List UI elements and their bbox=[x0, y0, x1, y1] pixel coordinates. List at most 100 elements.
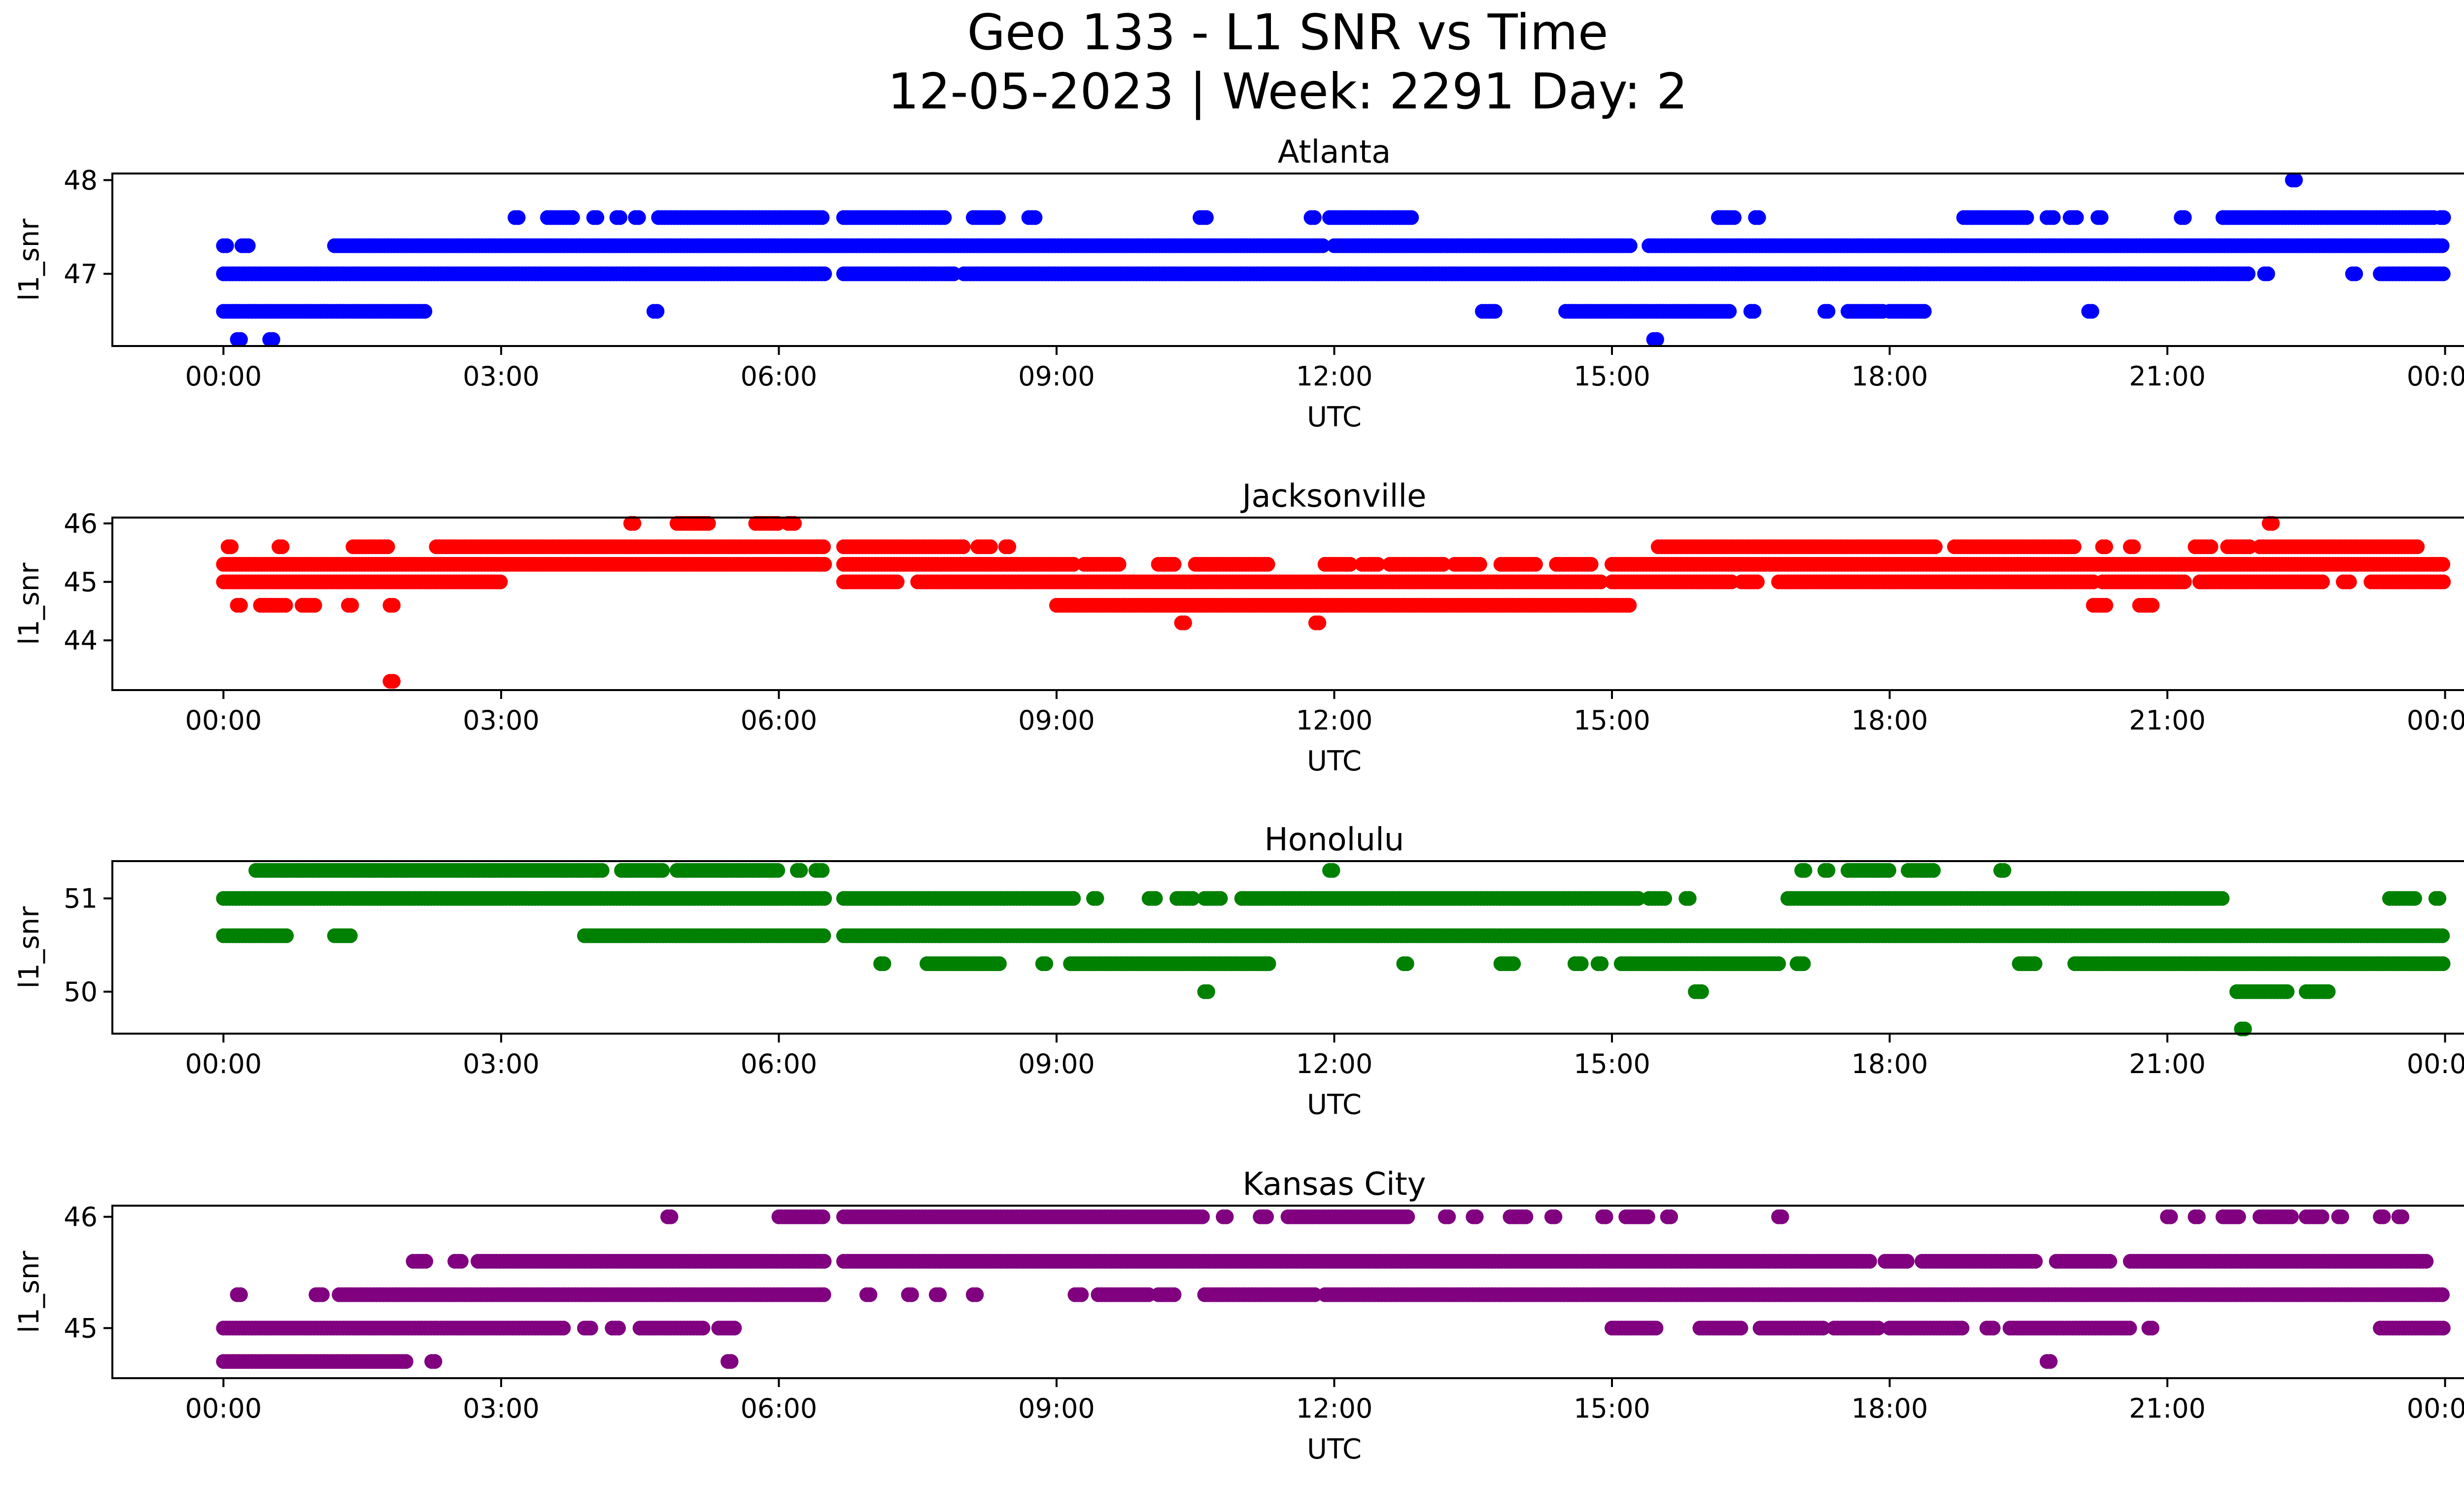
honolulu-point-2-4-2 bbox=[815, 863, 830, 878]
atlanta-point-2-14-20 bbox=[2019, 210, 2034, 225]
jacksonville-xtick-label-5: 15:00 bbox=[1574, 705, 1650, 736]
atlanta-xtick-label-7: 21:00 bbox=[2129, 361, 2206, 392]
jacksonville-point-2-9-1 bbox=[2098, 539, 2113, 555]
jacksonville-xtick-label-7: 21:00 bbox=[2129, 705, 2206, 736]
jacksonville-xtick-label-3: 09:00 bbox=[1018, 705, 1095, 736]
atlanta-point-4-1-1 bbox=[265, 332, 280, 347]
jacksonville-point-1-1-17 bbox=[890, 574, 905, 590]
atlanta-point-1-2-408 bbox=[2240, 266, 2256, 281]
jacksonville-point-0-5-8 bbox=[1342, 556, 1358, 572]
honolulu-point-1-2-76 bbox=[816, 928, 831, 943]
atlanta-point-2-12-5 bbox=[1727, 210, 1742, 225]
atlanta-point-0-3-94 bbox=[1622, 238, 1638, 253]
honolulu-point-0-5-5 bbox=[1213, 891, 1228, 906]
jacksonville-xtick-label-4: 12:00 bbox=[1296, 705, 1373, 736]
jacksonville-point-3-2-4 bbox=[307, 598, 322, 613]
jacksonville-point-0-11-264 bbox=[2435, 556, 2451, 572]
atlanta-xtick-label-5: 15:00 bbox=[1574, 361, 1650, 392]
honolulu-point-2-0-110 bbox=[594, 863, 610, 878]
jacksonville-point-0-6-5 bbox=[1370, 556, 1385, 572]
jacksonville-point-0-3-5 bbox=[1166, 556, 1182, 572]
atlanta-point-3-4-1 bbox=[1746, 304, 1762, 319]
honolulu-point-2-5-1 bbox=[1325, 863, 1340, 878]
atlanta-point-1-0-191 bbox=[817, 266, 832, 281]
honolulu-point-0-0-191 bbox=[817, 891, 832, 906]
jacksonville-point-2-1-1 bbox=[274, 539, 290, 555]
atlanta-title: Atlanta bbox=[1278, 134, 1391, 171]
atlanta-point-2-17-1 bbox=[2093, 210, 2109, 225]
jacksonville-ylabel: l1_snr bbox=[13, 562, 45, 645]
atlanta-point-3-0-64 bbox=[417, 304, 433, 319]
atlanta-point-2-13-1 bbox=[1751, 210, 1766, 225]
figure-title-line1: Geo 133 - L1 SNR vs Time bbox=[967, 3, 1608, 61]
honolulu-point-2-7-1 bbox=[1820, 863, 1836, 878]
jacksonville-point-2-4-38 bbox=[956, 539, 971, 555]
jacksonville-point-4-1-1 bbox=[1311, 615, 1327, 630]
atlanta-xtick-label-0: 00:00 bbox=[185, 361, 262, 392]
atlanta-point-1-3-1 bbox=[2260, 266, 2275, 281]
atlanta-point-2-16-2 bbox=[2069, 210, 2084, 225]
jacksonville-ytick-label-2: 46 bbox=[64, 508, 98, 539]
atlanta-point-4-0-1 bbox=[233, 332, 248, 347]
honolulu-point-0-1-73 bbox=[1066, 891, 1081, 906]
jacksonville-xlabel: UTC bbox=[1307, 745, 1362, 777]
atlanta-point-2-7-8 bbox=[991, 210, 1006, 225]
jacksonville-ytick-label-1: 45 bbox=[64, 567, 98, 598]
jacksonville-point-1-0-88 bbox=[493, 574, 508, 590]
atlanta-point-1-5-20 bbox=[2435, 266, 2451, 281]
honolulu-point-2-3-1 bbox=[793, 863, 808, 878]
atlanta-point-3-5-1 bbox=[1820, 304, 1836, 319]
jacksonville-xtick-label-0: 00:00 bbox=[185, 705, 262, 736]
jacksonville-point-0-7-17 bbox=[1436, 556, 1451, 572]
honolulu-point-0-9-138 bbox=[2215, 891, 2230, 906]
atlanta-xtick-label-8: 00:00 bbox=[2407, 361, 2464, 392]
jacksonville-point-3-6-4 bbox=[2098, 598, 2114, 613]
atlanta-point-0-0-1 bbox=[219, 238, 234, 253]
atlanta-xtick-label-3: 09:00 bbox=[1018, 361, 1095, 392]
atlanta-xtick-label-6: 18:00 bbox=[1851, 361, 1928, 392]
atlanta-xtick-label-1: 03:00 bbox=[463, 361, 540, 392]
jacksonville-xtick-label-8: 00:00 bbox=[2407, 705, 2464, 736]
jacksonville-point-3-7-4 bbox=[2145, 598, 2160, 613]
jacksonville-point-0-4-23 bbox=[1260, 556, 1275, 572]
honolulu-point-2-2-32 bbox=[770, 863, 786, 878]
jacksonville-point-1-8-2 bbox=[2342, 574, 2357, 590]
atlanta-point-2-4-1 bbox=[631, 210, 646, 225]
honolulu-point-1-1-5 bbox=[342, 928, 358, 943]
jacksonville-point-0-1-73 bbox=[1066, 556, 1081, 572]
jacksonville-point-3-1-8 bbox=[278, 598, 293, 613]
atlanta-point-3-8-1 bbox=[2084, 304, 2099, 319]
atlanta-ylabel: l1_snr bbox=[13, 218, 45, 301]
jacksonville-point-2-7-88 bbox=[1928, 539, 1943, 555]
jacksonville-point-2-8-38 bbox=[2066, 539, 2082, 555]
atlanta-point-2-8-2 bbox=[1027, 210, 1043, 225]
atlanta-point-2-1-8 bbox=[565, 210, 580, 225]
honolulu-title: Honolulu bbox=[1265, 822, 1404, 858]
jacksonville-point-3-3-1 bbox=[344, 598, 359, 613]
jacksonville-point-3-5-182 bbox=[1622, 598, 1637, 613]
honolulu-point-1-3-508 bbox=[2435, 928, 2450, 943]
atlanta-point-2-3-1 bbox=[613, 210, 628, 225]
honolulu-point-1-0-20 bbox=[279, 928, 294, 943]
atlanta-point-2-5-52 bbox=[815, 210, 830, 225]
jacksonville-point-2-5-4 bbox=[983, 539, 998, 555]
jacksonville-points bbox=[216, 516, 2451, 689]
jacksonville-point-0-2-11 bbox=[1111, 556, 1127, 572]
figure-title-line2: 12-05-2023 | Week: 2291 Day: 2 bbox=[888, 63, 1687, 120]
atlanta-point-3-1-1 bbox=[650, 304, 665, 319]
jacksonville-point-0-0-191 bbox=[817, 556, 832, 572]
jacksonville-point-0-8-8 bbox=[1472, 556, 1487, 572]
atlanta-point-2-20-1 bbox=[2436, 210, 2451, 225]
jacksonville-point-3-0-1 bbox=[233, 598, 248, 613]
jacksonville-point-2-10-1 bbox=[2126, 539, 2141, 555]
jacksonville-point-2-6-1 bbox=[1001, 539, 1017, 555]
atlanta-point-2-6-32 bbox=[937, 210, 952, 225]
atlanta-point-2-0-1 bbox=[511, 210, 526, 225]
atlanta-point-4-2-1 bbox=[1649, 332, 1664, 347]
atlanta-point-1-4-1 bbox=[2348, 266, 2363, 281]
jacksonville-xtick-label-2: 06:00 bbox=[741, 705, 818, 736]
